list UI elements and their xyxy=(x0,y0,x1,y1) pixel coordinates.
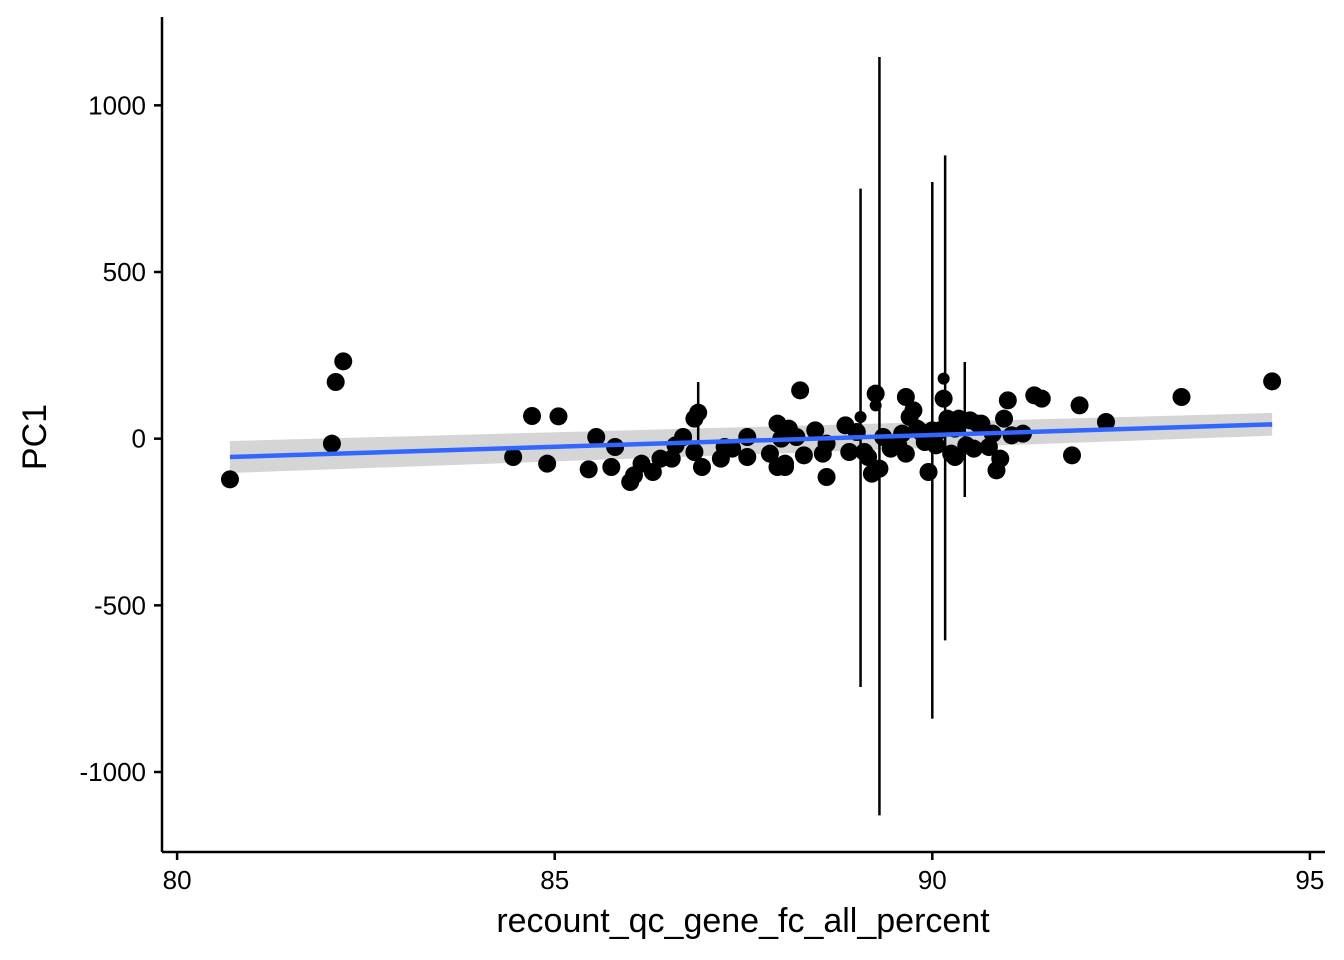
data-point xyxy=(1172,388,1191,406)
data-point xyxy=(991,449,1010,468)
data-point xyxy=(870,459,889,478)
data-point xyxy=(998,391,1017,410)
x-tick-label: 95 xyxy=(1295,865,1324,895)
data-point xyxy=(934,389,953,408)
data-point xyxy=(1263,372,1282,391)
x-tick-label: 80 xyxy=(163,865,192,895)
data-point xyxy=(689,403,708,422)
data-point xyxy=(927,436,946,455)
data-point xyxy=(1032,389,1051,408)
data-point xyxy=(326,373,345,391)
data-point xyxy=(685,443,704,461)
x-axis-title: recount_qc_gene_fc_all_percent xyxy=(496,902,990,940)
data-point xyxy=(791,381,810,400)
y-tick-label: 500 xyxy=(103,257,146,287)
data-point xyxy=(692,458,711,476)
data-point xyxy=(738,428,757,446)
data-point-small xyxy=(937,372,950,385)
data-point xyxy=(806,421,825,440)
data-point xyxy=(964,439,983,458)
data-point xyxy=(523,407,542,425)
data-point xyxy=(1096,413,1115,431)
data-point xyxy=(643,463,662,481)
data-point xyxy=(859,448,878,466)
data-point xyxy=(896,388,915,406)
data-point xyxy=(776,454,795,473)
data-point xyxy=(945,448,964,466)
data-point xyxy=(919,463,938,481)
data-point xyxy=(1070,396,1089,415)
data-point xyxy=(723,439,742,458)
tick-layer: 80 85 90 95 1000 500 0 -500 -1000 xyxy=(80,90,1325,895)
data-point-small xyxy=(869,399,882,412)
axis-layer xyxy=(160,17,1325,854)
y-axis-title: PC1 xyxy=(16,404,54,470)
data-point xyxy=(538,454,557,473)
data-point xyxy=(995,409,1014,428)
data-point xyxy=(579,460,598,479)
data-point xyxy=(896,444,915,463)
point-layer xyxy=(220,352,1282,491)
data-point xyxy=(904,401,923,420)
y-tick-label: 1000 xyxy=(88,90,146,120)
data-point xyxy=(738,448,757,466)
data-point xyxy=(587,428,606,446)
data-point xyxy=(866,384,885,403)
y-tick-label: 0 xyxy=(132,424,146,454)
data-point xyxy=(840,443,859,461)
data-point xyxy=(602,458,621,476)
data-point xyxy=(817,468,836,486)
data-point xyxy=(549,407,568,426)
data-point xyxy=(1063,446,1082,465)
fit-line xyxy=(229,422,1273,460)
y-tick-label: -500 xyxy=(94,590,146,620)
data-point xyxy=(334,352,353,371)
data-point xyxy=(760,444,779,463)
data-point xyxy=(322,434,341,453)
data-point xyxy=(220,470,239,489)
x-tick-label: 85 xyxy=(540,865,569,895)
x-tick-label: 90 xyxy=(918,865,947,895)
y-tick-label: -1000 xyxy=(80,757,147,787)
data-point xyxy=(794,446,813,465)
fit-line-layer xyxy=(229,422,1273,460)
data-point xyxy=(504,448,523,466)
data-point-small xyxy=(854,411,867,423)
